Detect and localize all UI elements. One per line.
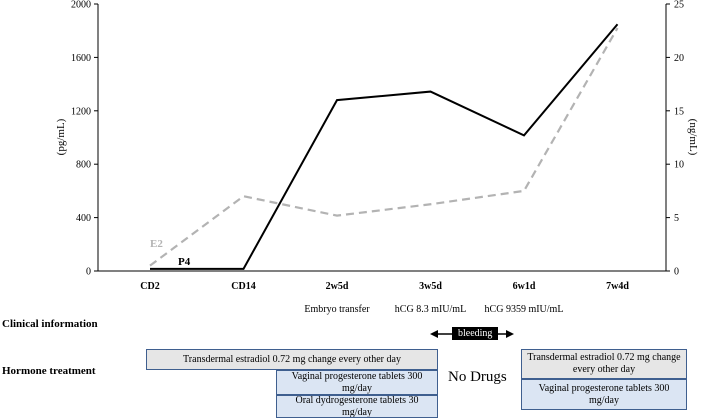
left-tick-label: 400: [76, 213, 91, 224]
right-axis-title: (ng/mL): [687, 119, 699, 156]
oral-dydrogesterone-box: Oral dydrogesterone tablets 30 mg/day: [276, 395, 438, 418]
series-line-p4: [150, 23, 619, 270]
right-tick-label: 10: [674, 160, 684, 171]
oral-dydrogesterone-box-text: Oral dydrogesterone tablets 30 mg/day: [295, 395, 419, 418]
no-drugs-label: No Drugs: [448, 369, 507, 385]
hormone-treatment-title: Hormone treatment: [2, 365, 96, 377]
left-axis-title: (pg/mL): [55, 118, 67, 155]
axes: [94, 3, 670, 338]
estradiol-box-1-text: Transdermal estradiol 0.72 mg change eve…: [183, 353, 401, 365]
series-line-e2: [149, 27, 619, 267]
bleeding-label: bleeding: [452, 327, 499, 340]
series-label-e2: E2: [150, 238, 163, 250]
x-tick-label: CD14: [231, 281, 255, 292]
right-tick-label: 0: [674, 267, 679, 278]
x-tick-label: 6w1d: [513, 281, 536, 292]
x-tick-label: CD2: [140, 281, 159, 292]
left-tick-label: 2000: [71, 0, 91, 11]
x-category-note: Embryo transfer: [304, 304, 370, 315]
x-tick-label: 3w5d: [419, 281, 442, 292]
bleeding-arrow-left-head: [430, 330, 438, 338]
vaginal-progesterone-box-2-text: Vaginal progesterone tablets 300 mg/day: [538, 382, 670, 406]
estradiol-box-1: Transdermal estradiol 0.72 mg change eve…: [146, 349, 438, 370]
right-tick-label: 25: [674, 0, 684, 11]
right-tick-label: 15: [674, 106, 684, 117]
series-label-p4: P4: [178, 256, 191, 268]
left-tick-label: 0: [86, 267, 91, 278]
estradiol-box-2: Transdermal estradiol 0.72 mg change eve…: [521, 349, 687, 379]
x-tick-label: 7w4d: [606, 281, 629, 292]
series-lines: [149, 23, 619, 270]
vaginal-progesterone-box-1: Vaginal progesterone tablets 300 mg/day: [276, 370, 438, 395]
x-category-note: hCG 8.3 mIU/mL: [395, 304, 466, 315]
chart-labels: 0 400 800 1200 1600 2000 0 5 10 15 20 25 (pg/mL) (ng/…: [55, 0, 699, 315]
right-tick-label: 20: [674, 53, 684, 64]
left-tick-label: 1200: [71, 106, 91, 117]
clinical-info-title: Clinical information: [2, 318, 98, 330]
x-category-note: hCG 9359 mIU/mL: [485, 304, 564, 315]
bleeding-arrow-right-head: [506, 330, 514, 338]
estradiol-box-2-text: Transdermal estradiol 0.72 mg change eve…: [527, 352, 681, 375]
left-tick-label: 800: [76, 160, 91, 171]
right-tick-label: 5: [674, 213, 679, 224]
vaginal-progesterone-box-2: Vaginal progesterone tablets 300 mg/day: [521, 379, 687, 410]
left-tick-label: 1600: [71, 53, 91, 64]
vaginal-progesterone-box-1-text: Vaginal progesterone tablets 300 mg/day: [291, 370, 423, 394]
x-tick-label: 2w5d: [326, 281, 349, 292]
